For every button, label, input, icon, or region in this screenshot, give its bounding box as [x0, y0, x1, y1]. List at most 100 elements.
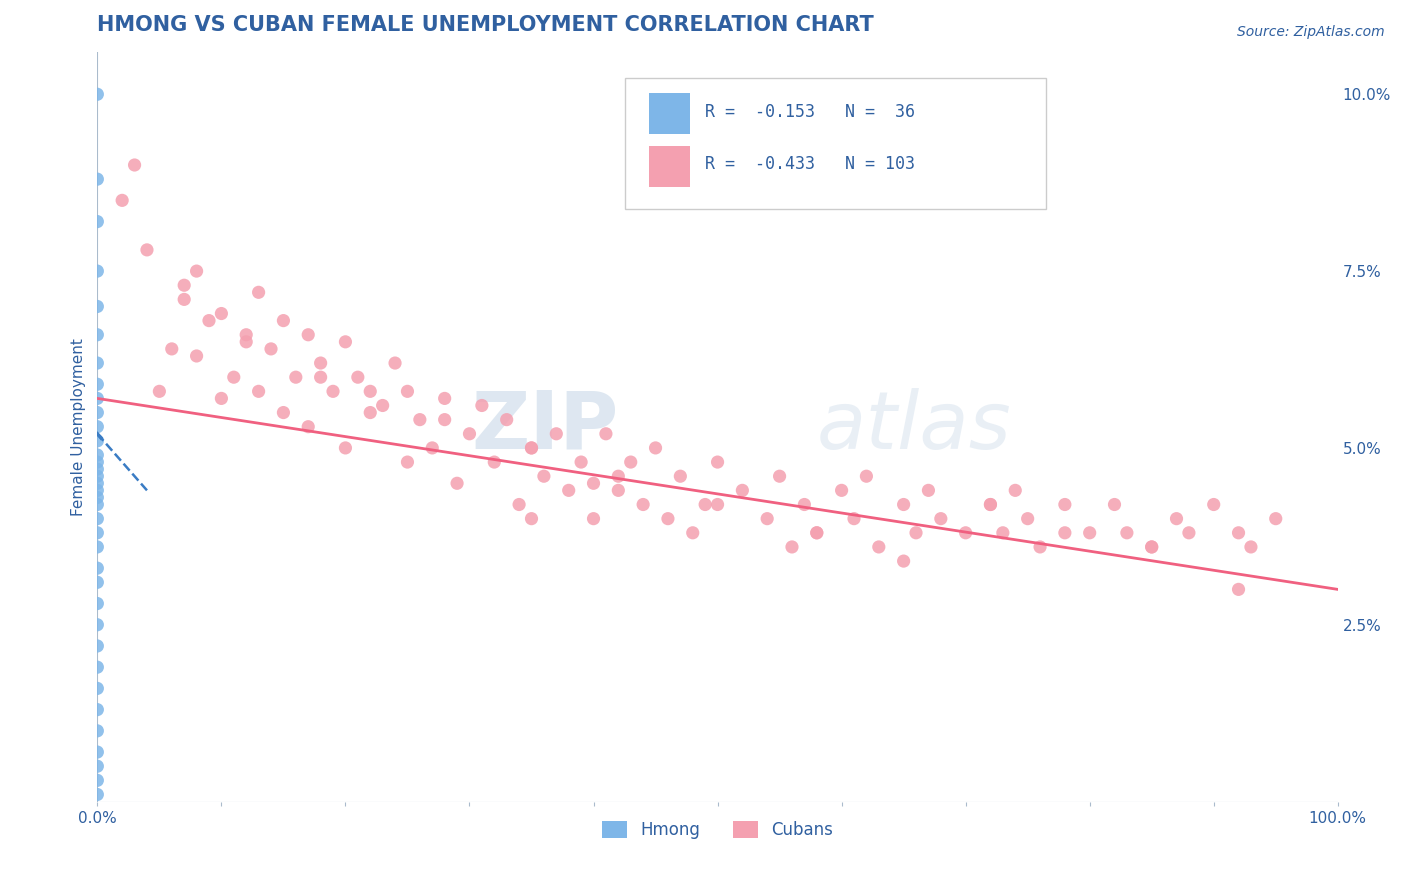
Point	[731, 483, 754, 498]
Point	[484, 455, 506, 469]
Point	[86, 639, 108, 653]
Point	[607, 483, 630, 498]
Point	[86, 703, 108, 717]
Point	[86, 575, 108, 590]
Point	[86, 455, 108, 469]
Point	[582, 476, 605, 491]
Point	[1227, 525, 1250, 540]
Point	[86, 617, 108, 632]
Text: R =  -0.153   N =  36: R = -0.153 N = 36	[706, 103, 915, 120]
Point	[86, 476, 108, 491]
Point	[620, 455, 643, 469]
Point	[347, 370, 370, 384]
Point	[631, 498, 654, 512]
Point	[706, 498, 728, 512]
Point	[148, 384, 170, 399]
Text: atlas: atlas	[817, 388, 1011, 466]
Point	[247, 384, 270, 399]
Point	[780, 540, 803, 554]
Point	[86, 356, 108, 370]
Text: ZIP: ZIP	[471, 388, 619, 466]
Point	[979, 498, 1001, 512]
Point	[86, 491, 108, 505]
Point	[86, 300, 108, 314]
Point	[209, 392, 232, 406]
Point	[546, 426, 568, 441]
Point	[384, 356, 406, 370]
Point	[86, 214, 108, 228]
Point	[929, 511, 952, 525]
Point	[86, 327, 108, 342]
Point	[433, 412, 456, 426]
Point	[955, 525, 977, 540]
Point	[136, 243, 159, 257]
Bar	[650, 145, 690, 186]
Point	[1202, 498, 1225, 512]
Point	[86, 448, 108, 462]
Point	[209, 306, 232, 320]
Point	[371, 399, 394, 413]
Point	[595, 426, 617, 441]
Point	[855, 469, 877, 483]
Point	[198, 313, 221, 327]
Point	[1053, 525, 1076, 540]
Point	[86, 773, 108, 788]
Point	[273, 313, 295, 327]
Point	[86, 264, 108, 278]
Point	[520, 441, 543, 455]
Point	[309, 370, 332, 384]
Text: HMONG VS CUBAN FEMALE UNEMPLOYMENT CORRELATION CHART: HMONG VS CUBAN FEMALE UNEMPLOYMENT CORRE…	[97, 15, 875, 35]
Point	[756, 511, 779, 525]
Point	[495, 412, 517, 426]
Point	[86, 511, 108, 525]
Point	[396, 384, 419, 399]
Point	[905, 525, 928, 540]
Point	[657, 511, 679, 525]
Point	[86, 469, 108, 483]
Point	[1166, 511, 1188, 525]
Point	[86, 392, 108, 406]
Point	[409, 412, 432, 426]
Point	[806, 525, 828, 540]
Point	[160, 342, 183, 356]
Point	[868, 540, 890, 554]
Point	[86, 723, 108, 738]
Point	[695, 498, 717, 512]
Point	[557, 483, 579, 498]
Point	[86, 87, 108, 102]
Point	[520, 441, 543, 455]
Point	[359, 384, 381, 399]
Point	[222, 370, 245, 384]
Point	[86, 759, 108, 773]
Point	[1029, 540, 1052, 554]
Point	[186, 264, 208, 278]
Point	[1240, 540, 1263, 554]
Point	[359, 406, 381, 420]
Point	[793, 498, 815, 512]
Point	[644, 441, 666, 455]
Point	[1178, 525, 1201, 540]
Text: R =  -0.433   N = 103: R = -0.433 N = 103	[706, 155, 915, 173]
Point	[607, 469, 630, 483]
Point	[1140, 540, 1163, 554]
Point	[806, 525, 828, 540]
Point	[86, 540, 108, 554]
Point	[86, 434, 108, 448]
Y-axis label: Female Unemployment: Female Unemployment	[72, 338, 86, 516]
Point	[284, 370, 307, 384]
Point	[86, 660, 108, 674]
Point	[533, 469, 555, 483]
Point	[569, 455, 592, 469]
Point	[893, 498, 915, 512]
Point	[1140, 540, 1163, 554]
Point	[86, 597, 108, 611]
Point	[235, 334, 257, 349]
Text: Source: ZipAtlas.com: Source: ZipAtlas.com	[1237, 25, 1385, 39]
Point	[446, 476, 468, 491]
Point	[1053, 498, 1076, 512]
Point	[173, 278, 195, 293]
Point	[86, 745, 108, 759]
Point	[893, 554, 915, 568]
Bar	[650, 93, 690, 135]
Point	[86, 681, 108, 696]
